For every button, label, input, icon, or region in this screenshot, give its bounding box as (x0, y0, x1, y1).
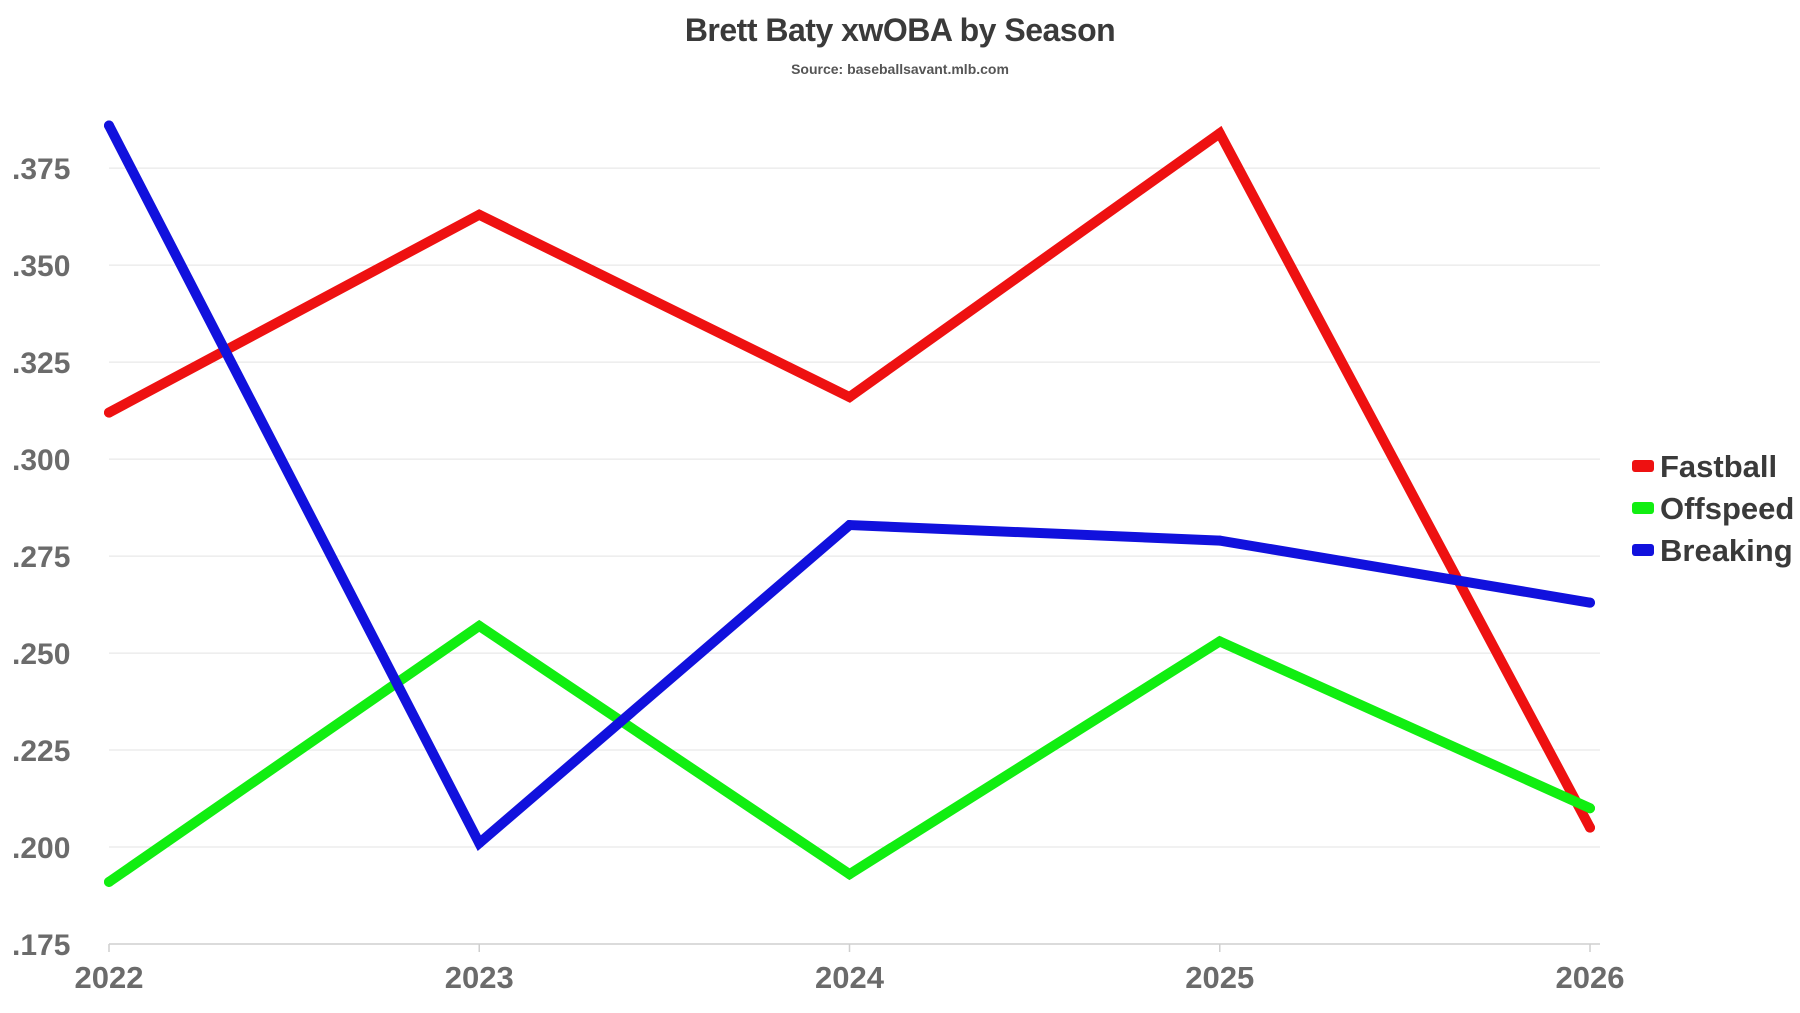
grid-lines (109, 167, 1600, 848)
y-tick-label: .375 (12, 153, 70, 186)
data-point-offspeed (474, 620, 485, 631)
data-point-fastball (104, 407, 114, 418)
data-point-offspeed (104, 876, 114, 887)
y-tick-label: .200 (12, 832, 70, 865)
data-point-breaking (1214, 535, 1225, 546)
y-tick-label: .225 (12, 735, 70, 768)
data-point-breaking (1585, 597, 1595, 608)
x-tick-label: 2026 (1556, 960, 1625, 995)
y-tick-label: .300 (12, 444, 70, 477)
legend-label-fastball: Fastball (1660, 449, 1777, 484)
series-line-offspeed (104, 619, 1595, 887)
x-tick-label: 2023 (445, 960, 514, 995)
data-point-fastball (1214, 128, 1225, 139)
legend: Fastball Offspeed Breaking (1632, 449, 1794, 568)
chart-subtitle: Source: baseballsavant.mlb.com (791, 61, 1009, 77)
legend-swatch-breaking (1632, 544, 1654, 556)
data-point-breaking (844, 520, 855, 531)
axes: .175 .200 .225 .250 .275 .300 .325 .350 .375 2022… (12, 153, 1624, 995)
legend-swatch-offspeed (1632, 502, 1654, 514)
x-tick-label: 2022 (75, 960, 144, 995)
y-tick-label: .175 (12, 929, 70, 962)
chart-title: Brett Baty xwOBA by Season (684, 12, 1116, 48)
y-tick-label: .325 (12, 347, 70, 380)
data-point-fastball (1585, 822, 1595, 833)
legend-label-offspeed: Offspeed (1660, 491, 1794, 526)
x-tick-label: 2025 (1185, 960, 1254, 995)
data-point-fastball (474, 209, 485, 220)
data-point-breaking (104, 120, 114, 131)
y-tick-label: .275 (12, 541, 70, 574)
data-point-offspeed (1214, 636, 1225, 647)
data-point-fastball (844, 392, 855, 403)
series-lines (104, 120, 1595, 887)
data-point-offspeed (1585, 803, 1595, 814)
legend-swatch-fastball (1632, 460, 1654, 472)
legend-label-breaking: Breaking (1660, 533, 1793, 568)
y-tick-label: .350 (12, 250, 70, 283)
x-tick-label: 2024 (815, 960, 885, 995)
series-line-breaking (104, 120, 1595, 852)
y-tick-label: .250 (12, 638, 70, 671)
data-point-offspeed (844, 869, 855, 880)
data-point-breaking (474, 838, 485, 849)
